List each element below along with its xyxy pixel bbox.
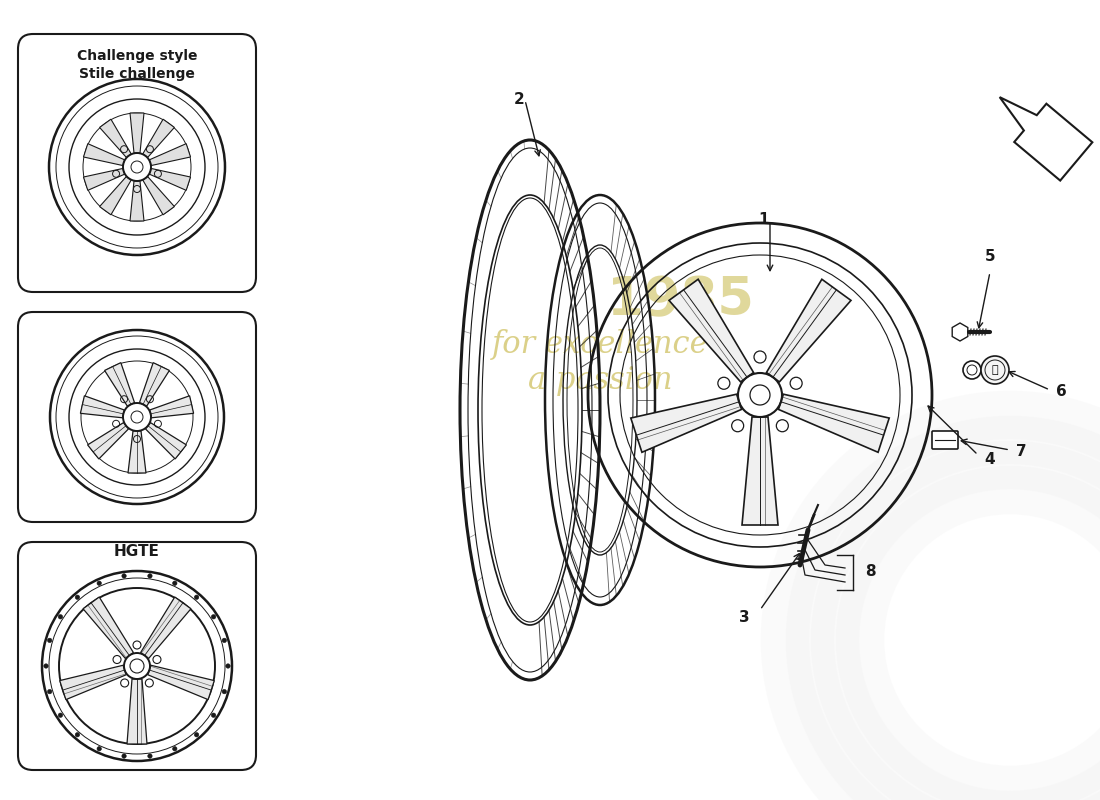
Circle shape (211, 713, 216, 718)
Circle shape (97, 581, 101, 586)
Text: 3: 3 (739, 610, 750, 625)
Polygon shape (953, 323, 968, 341)
Text: 4: 4 (984, 451, 994, 466)
Polygon shape (143, 119, 175, 158)
Polygon shape (140, 362, 169, 406)
Circle shape (981, 356, 1009, 384)
Circle shape (195, 733, 199, 737)
Circle shape (147, 574, 152, 578)
Polygon shape (80, 396, 124, 418)
FancyBboxPatch shape (18, 312, 256, 522)
Polygon shape (669, 279, 754, 382)
Circle shape (97, 746, 101, 751)
Polygon shape (147, 666, 214, 700)
Circle shape (222, 638, 227, 642)
Polygon shape (88, 422, 129, 459)
Polygon shape (150, 144, 190, 166)
Text: 6: 6 (1056, 385, 1067, 399)
Circle shape (195, 595, 199, 599)
Circle shape (122, 754, 127, 758)
Circle shape (75, 733, 79, 737)
Polygon shape (100, 177, 131, 215)
Polygon shape (143, 177, 175, 215)
Circle shape (58, 713, 63, 718)
Circle shape (75, 595, 79, 599)
Circle shape (47, 638, 52, 642)
Polygon shape (130, 181, 144, 221)
Text: 🐎: 🐎 (992, 365, 999, 375)
Circle shape (44, 664, 48, 668)
Polygon shape (84, 169, 124, 190)
Polygon shape (100, 119, 131, 158)
Circle shape (226, 664, 230, 668)
FancyBboxPatch shape (18, 542, 256, 770)
Polygon shape (779, 394, 889, 452)
Polygon shape (767, 279, 851, 382)
Text: for excellence: for excellence (492, 330, 708, 361)
Text: 7: 7 (1016, 445, 1026, 459)
Circle shape (47, 690, 52, 694)
Text: 8: 8 (865, 565, 876, 579)
Text: a passion: a passion (528, 365, 672, 395)
FancyBboxPatch shape (932, 431, 958, 449)
Text: Challenge style: Challenge style (77, 49, 197, 63)
Polygon shape (59, 666, 126, 700)
Text: HGTE: HGTE (114, 545, 160, 559)
Polygon shape (141, 597, 191, 658)
Circle shape (211, 614, 216, 619)
Circle shape (147, 754, 152, 758)
Polygon shape (150, 169, 190, 190)
Circle shape (173, 581, 177, 586)
Polygon shape (1000, 97, 1092, 181)
Polygon shape (145, 422, 186, 459)
Circle shape (173, 746, 177, 751)
Polygon shape (128, 431, 146, 473)
Polygon shape (150, 396, 194, 418)
Text: Stile challenge: Stile challenge (79, 67, 195, 81)
Polygon shape (126, 679, 147, 744)
Text: 1: 1 (759, 213, 769, 227)
Circle shape (58, 614, 63, 619)
Polygon shape (742, 417, 778, 525)
Text: 1985: 1985 (606, 274, 754, 326)
Circle shape (222, 690, 227, 694)
Text: 2: 2 (514, 93, 525, 107)
Text: 5: 5 (984, 249, 996, 264)
Polygon shape (104, 362, 134, 406)
Circle shape (122, 574, 127, 578)
FancyBboxPatch shape (18, 34, 256, 292)
Polygon shape (84, 144, 124, 166)
Polygon shape (630, 394, 741, 452)
Polygon shape (84, 597, 133, 658)
Polygon shape (130, 113, 144, 153)
